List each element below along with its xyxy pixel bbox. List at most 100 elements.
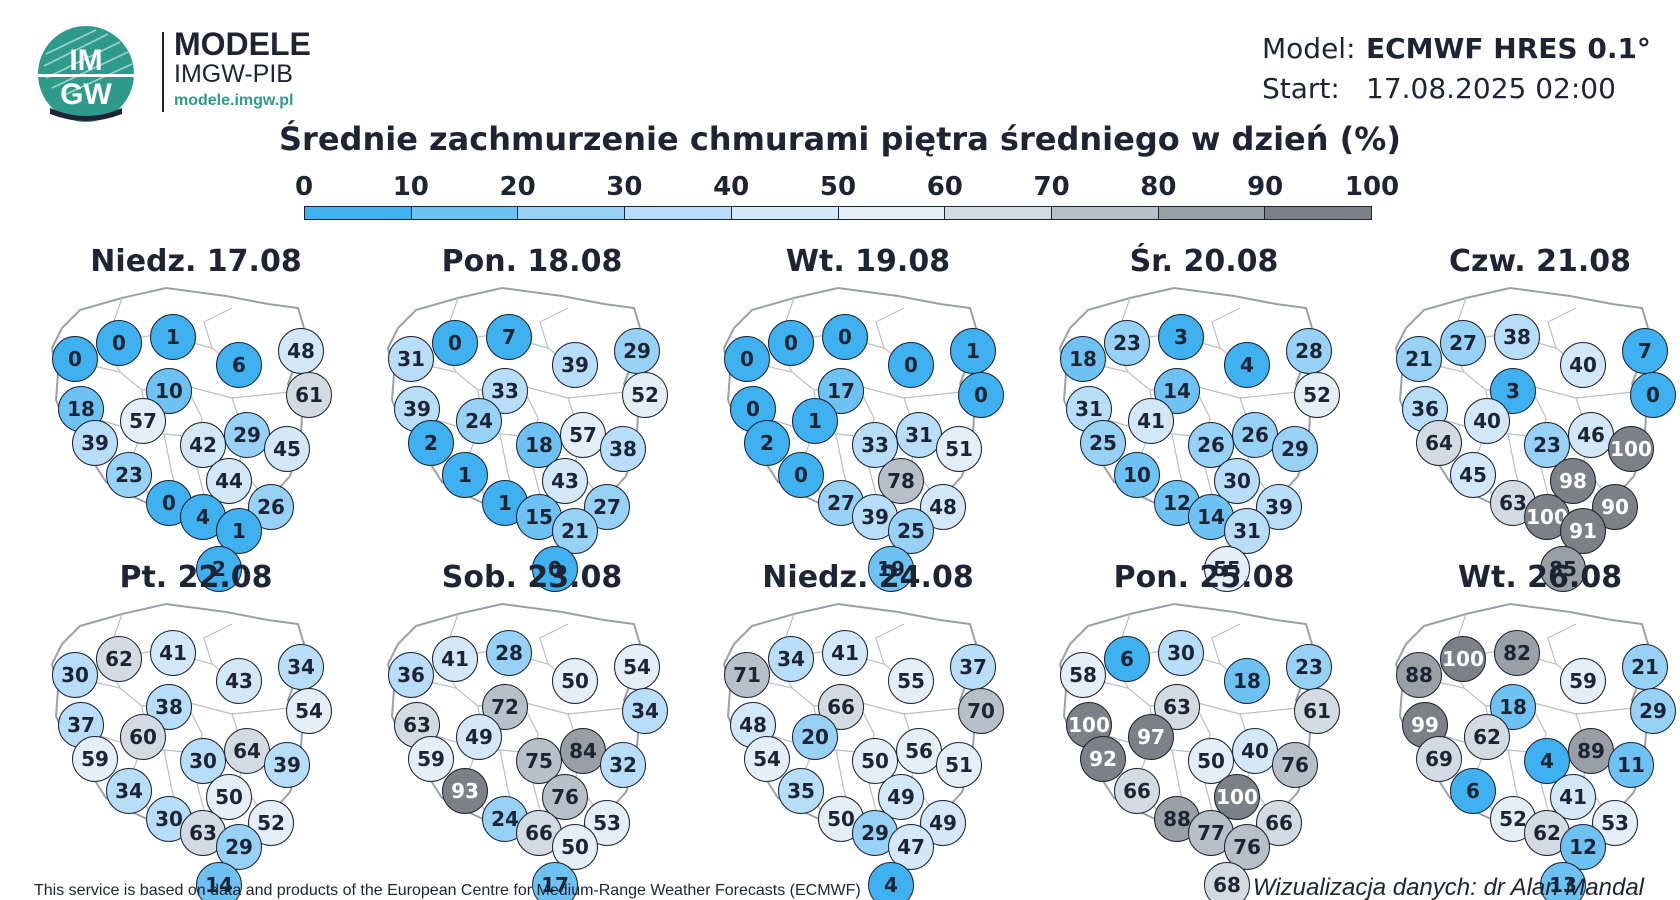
day-panel: Pt. 22.08 30 62 41 34 43 54 38 37 60 64 59 30 39 34 50 3… <box>36 560 356 900</box>
cloud-cover-value: 91 <box>1560 508 1606 554</box>
color-scale-tick-label: 40 <box>713 172 750 202</box>
color-scale-segment <box>305 207 412 219</box>
cloud-cover-value: 11 <box>1608 742 1654 788</box>
cloud-cover-value: 62 <box>1464 714 1510 760</box>
cloud-cover-value: 34 <box>622 688 668 734</box>
cloud-cover-value: 14 <box>1154 368 1200 414</box>
cloud-cover-value: 41 <box>1550 774 1596 820</box>
color-scale-bar <box>304 206 1372 220</box>
cloud-cover-value: 23 <box>106 452 152 498</box>
cloud-cover-value: 82 <box>1494 630 1540 676</box>
cloud-cover-value: 0 <box>822 314 868 360</box>
cloud-cover-value: 31 <box>1224 508 1270 554</box>
model-label: Model: <box>1262 32 1356 65</box>
cloud-cover-value: 18 <box>1060 336 1106 382</box>
color-scale-tick-label: 80 <box>1140 172 1177 202</box>
logo-text-top: IM <box>69 44 102 77</box>
cloud-cover-value: 52 <box>1294 372 1340 418</box>
cloud-cover-value: 84 <box>560 728 606 774</box>
cloud-cover-value: 55 <box>1204 546 1250 592</box>
cloud-cover-value: 10 <box>1114 452 1160 498</box>
region-border <box>203 623 233 665</box>
logo-text-bottom: GW <box>60 78 112 111</box>
cloud-cover-value: 1 <box>950 328 996 374</box>
day-label: Czw. 21.08 <box>1448 244 1631 279</box>
cloud-cover-value: 57 <box>120 398 166 444</box>
cloud-cover-value: 55 <box>888 658 934 704</box>
cloud-cover-value: 26 <box>1232 412 1278 458</box>
cloud-cover-value: 30 <box>1158 630 1204 676</box>
cloud-cover-value: 4 <box>868 862 914 900</box>
cloud-cover-value: 14 <box>1188 494 1234 540</box>
cloud-cover-value: 38 <box>600 426 646 472</box>
cloud-cover-value: 88 <box>1396 652 1442 698</box>
map-title: Średnie zachmurzenie chmurami piętra śre… <box>279 120 1401 158</box>
cloud-cover-value: 6 <box>1104 636 1150 682</box>
cloud-cover-value: 41 <box>150 630 196 676</box>
cloud-cover-value: 53 <box>1592 800 1638 846</box>
cloud-cover-value: 61 <box>1294 688 1340 734</box>
cloud-cover-value: 76 <box>1272 742 1318 788</box>
cloud-cover-value: 0 <box>768 320 814 366</box>
cloud-cover-value: 31 <box>388 336 434 382</box>
color-scale-tick-label: 10 <box>392 172 429 202</box>
cloud-cover-value: 6 <box>1450 768 1496 814</box>
cloud-cover-value: 54 <box>286 688 332 734</box>
cloud-cover-value: 37 <box>950 644 996 690</box>
cloud-cover-value: 0 <box>52 336 98 382</box>
cloud-cover-value: 89 <box>1568 728 1614 774</box>
color-scale-segment <box>731 207 839 219</box>
region-border <box>539 623 569 665</box>
color-scale-tick-label: 70 <box>1033 172 1070 202</box>
cloud-cover-value: 75 <box>516 738 562 784</box>
cloud-cover-value: 52 <box>622 372 668 418</box>
cloud-cover-value: 39 <box>552 342 598 388</box>
day-panel: Niedz. 24.08 71 34 41 37 55 70 66 48 20 56 54 50 51 35… <box>708 560 1028 900</box>
brand-url[interactable]: modele.imgw.pl <box>174 92 294 109</box>
day-panel: Wt. 26.08 88 100 82 21 59 29 18 99 62 89 69 4 11 6 41 52… <box>1380 560 1680 900</box>
day-panel: Pon. 18.08 31 0 7 29 39 52 33 39 24 57 2 18 38 1 43 1 27 1… <box>372 244 692 592</box>
region-border <box>1547 623 1577 665</box>
day-label: Śr. 20.08 <box>1129 244 1279 279</box>
color-scale-segment <box>411 207 519 219</box>
cloud-cover-value: 0 <box>958 372 1004 418</box>
cloud-cover-value: 40 <box>1464 398 1510 444</box>
cloud-cover-value: 17 <box>532 862 578 900</box>
cloud-cover-value: 27 <box>584 484 630 530</box>
cloud-cover-value: 92 <box>1080 736 1126 782</box>
model-value: ECMWF HRES 0.1° <box>1366 32 1651 65</box>
cloud-cover-value: 40 <box>1560 342 1606 388</box>
color-scale-tick-label: 30 <box>606 172 643 202</box>
cloud-cover-value: 68 <box>1204 862 1250 900</box>
cloud-cover-value: 38 <box>1494 314 1540 360</box>
day-label: Wt. 19.08 <box>785 244 951 279</box>
cloud-cover-value: 7 <box>1622 328 1668 374</box>
cloud-cover-value: 54 <box>744 736 790 782</box>
color-scale-segment <box>1051 207 1159 219</box>
cloud-cover-value: 61 <box>286 372 332 418</box>
cloud-cover-value: 18 <box>1490 684 1536 730</box>
cloud-cover-value: 60 <box>120 714 166 760</box>
cloud-cover-value: 71 <box>724 652 770 698</box>
cloud-cover-value: 45 <box>264 426 310 472</box>
cloud-cover-value: 69 <box>1416 736 1462 782</box>
cloud-cover-value: 51 <box>936 742 982 788</box>
color-scale-tick-label: 20 <box>499 172 536 202</box>
cloud-cover-value: 6 <box>216 342 262 388</box>
cloud-cover-value: 29 <box>224 412 270 458</box>
cloud-cover-value: 70 <box>958 688 1004 734</box>
cloud-cover-value: 49 <box>456 714 502 760</box>
cloud-cover-value: 66 <box>516 810 562 856</box>
footer-credit: This service is based on data and produc… <box>34 882 861 899</box>
cloud-cover-value: 56 <box>896 728 942 774</box>
cloud-cover-value: 2 <box>196 546 242 592</box>
cloud-cover-value: 21 <box>1396 336 1442 382</box>
cloud-cover-value: 49 <box>920 800 966 846</box>
day-label: Pon. 25.08 <box>1113 560 1295 595</box>
cloud-cover-value: 50 <box>852 738 898 784</box>
day-panel: Wt. 19.08 0 0 0 1 0 0 17 0 1 31 2 33 51 0 78 27 48 39 25 19 <box>708 244 1028 592</box>
cloud-cover-value: 100 <box>1440 636 1486 682</box>
cloud-cover-value: 0 <box>724 336 770 382</box>
cloud-cover-value: 59 <box>408 736 454 782</box>
cloud-cover-value: 18 <box>1224 658 1270 704</box>
